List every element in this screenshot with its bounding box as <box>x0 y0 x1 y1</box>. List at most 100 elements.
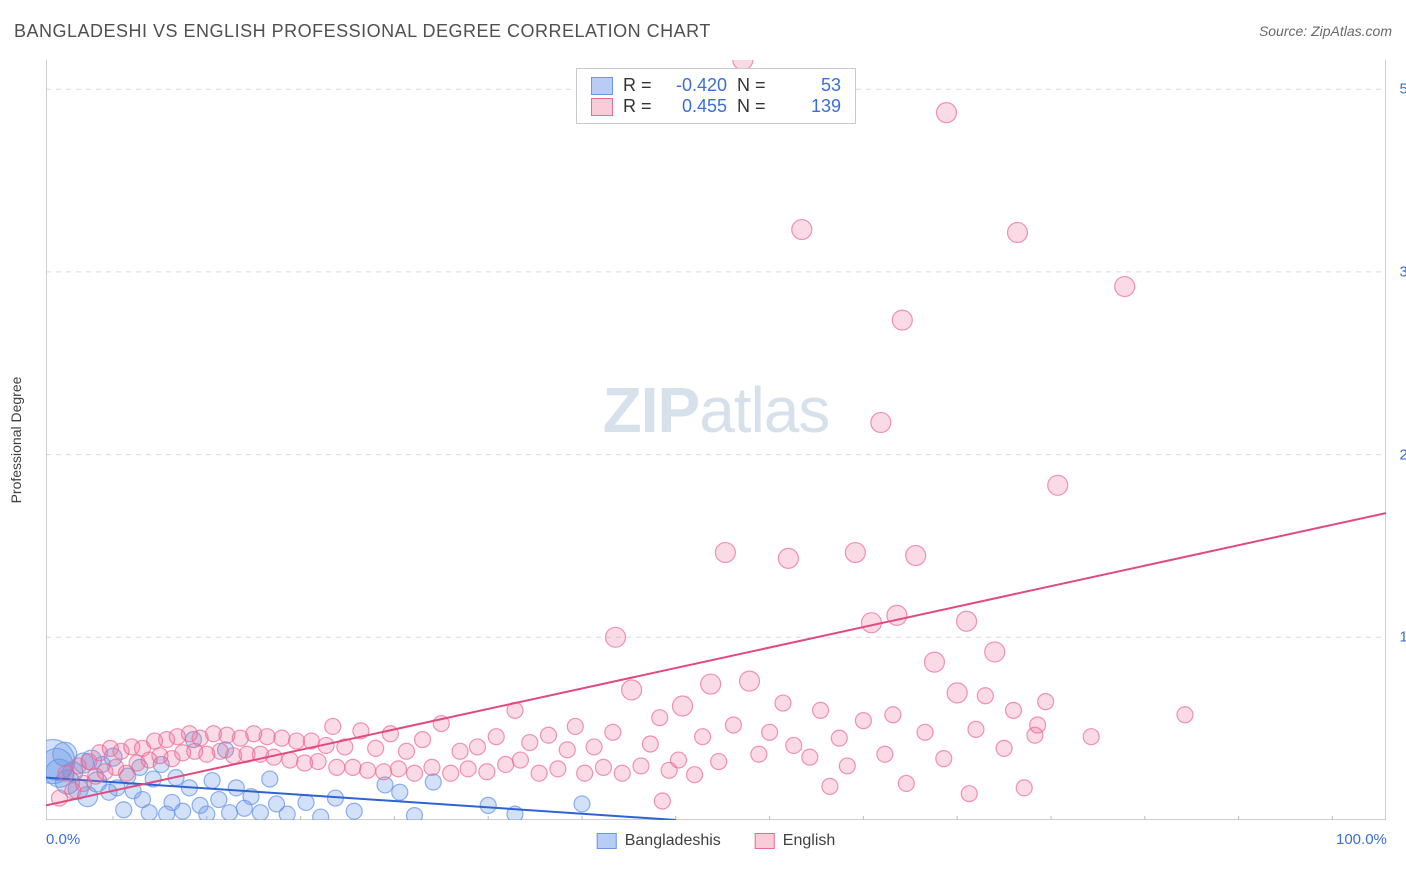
data-point <box>577 765 593 781</box>
data-point <box>116 802 132 818</box>
legend-stat-value: 139 <box>781 96 841 117</box>
data-point <box>398 743 414 759</box>
data-point <box>606 627 626 647</box>
data-point <box>977 688 993 704</box>
data-point <box>701 674 721 694</box>
data-point <box>1083 729 1099 745</box>
data-point <box>687 767 703 783</box>
data-point <box>424 759 440 775</box>
data-point <box>425 774 441 790</box>
data-point <box>885 707 901 723</box>
data-point <box>877 746 893 762</box>
data-point <box>252 805 268 820</box>
legend-item: Bangladeshis <box>597 832 721 850</box>
data-point <box>871 412 891 432</box>
data-point <box>813 702 829 718</box>
y-tick-label: 25.0% <box>1388 446 1406 463</box>
data-point <box>488 729 504 745</box>
legend-stat-label: N = <box>737 75 771 96</box>
data-point <box>392 784 408 800</box>
header: BANGLADESHI VS ENGLISH PROFESSIONAL DEGR… <box>14 18 1392 44</box>
data-point <box>961 786 977 802</box>
legend-stat-value: 0.455 <box>667 96 727 117</box>
data-point <box>531 765 547 781</box>
data-point <box>605 724 621 740</box>
data-point <box>460 761 476 777</box>
data-point <box>310 754 326 770</box>
data-point <box>985 642 1005 662</box>
data-point <box>345 759 361 775</box>
data-point <box>695 729 711 745</box>
data-point <box>390 761 406 777</box>
data-point <box>512 752 528 768</box>
data-point <box>346 803 362 819</box>
legend-swatch <box>591 77 613 95</box>
data-point <box>822 778 838 794</box>
data-point <box>469 739 485 755</box>
data-point <box>670 752 686 768</box>
data-point <box>443 765 459 781</box>
data-point <box>550 761 566 777</box>
data-point <box>861 613 881 633</box>
y-tick-label: 12.5% <box>1388 629 1406 646</box>
data-point <box>259 729 275 745</box>
data-point <box>222 805 238 820</box>
legend-stat-value: 53 <box>781 75 841 96</box>
data-point <box>586 739 602 755</box>
data-point <box>839 758 855 774</box>
data-point <box>1008 222 1028 242</box>
data-point <box>778 548 798 568</box>
data-point <box>1177 707 1193 723</box>
legend-stat-label: R = <box>623 96 657 117</box>
data-point <box>498 756 514 772</box>
data-point <box>957 611 977 631</box>
data-point <box>906 545 926 565</box>
correlation-legend: R = -0.420 N = 53R = 0.455 N = 139 <box>576 68 856 124</box>
data-point <box>947 683 967 703</box>
data-point <box>786 737 802 753</box>
chart-title: BANGLADESHI VS ENGLISH PROFESSIONAL DEGR… <box>14 21 711 42</box>
data-point <box>802 749 818 765</box>
data-point <box>887 605 907 625</box>
data-point <box>892 310 912 330</box>
data-point <box>642 736 658 752</box>
data-point <box>175 803 191 819</box>
data-point <box>898 775 914 791</box>
data-point <box>262 771 278 787</box>
data-point <box>751 746 767 762</box>
legend-stat-value: -0.420 <box>667 75 727 96</box>
data-point <box>936 103 956 123</box>
legend-stat-label: R = <box>623 75 657 96</box>
data-point <box>711 754 727 770</box>
data-point <box>574 796 590 812</box>
data-point <box>452 743 468 759</box>
data-point <box>917 724 933 740</box>
data-point <box>480 797 496 813</box>
data-point <box>479 764 495 780</box>
y-tick-label: 50.0% <box>1388 81 1406 98</box>
data-point <box>1016 780 1032 796</box>
data-point <box>298 794 314 810</box>
y-axis-label: Professional Degree <box>8 377 24 504</box>
data-point <box>313 809 329 820</box>
data-point <box>1030 717 1046 733</box>
x-tick-label: 100.0% <box>1336 831 1387 848</box>
data-point <box>329 759 345 775</box>
legend-row: R =0.455N =139 <box>591 96 841 117</box>
data-point <box>368 740 384 756</box>
data-point <box>522 735 538 751</box>
data-point <box>279 806 295 820</box>
legend-row: R = -0.420 N = 53 <box>591 75 841 96</box>
chart-source: Source: ZipAtlas.com <box>1259 23 1392 39</box>
data-point <box>762 724 778 740</box>
data-point <box>725 717 741 733</box>
data-point <box>792 220 812 240</box>
data-point <box>325 718 341 734</box>
data-point <box>541 727 557 743</box>
data-point <box>204 773 220 789</box>
data-point <box>715 543 735 563</box>
data-point <box>996 740 1012 756</box>
data-point <box>141 805 157 820</box>
legend-swatch <box>591 98 613 116</box>
data-point <box>673 696 693 716</box>
